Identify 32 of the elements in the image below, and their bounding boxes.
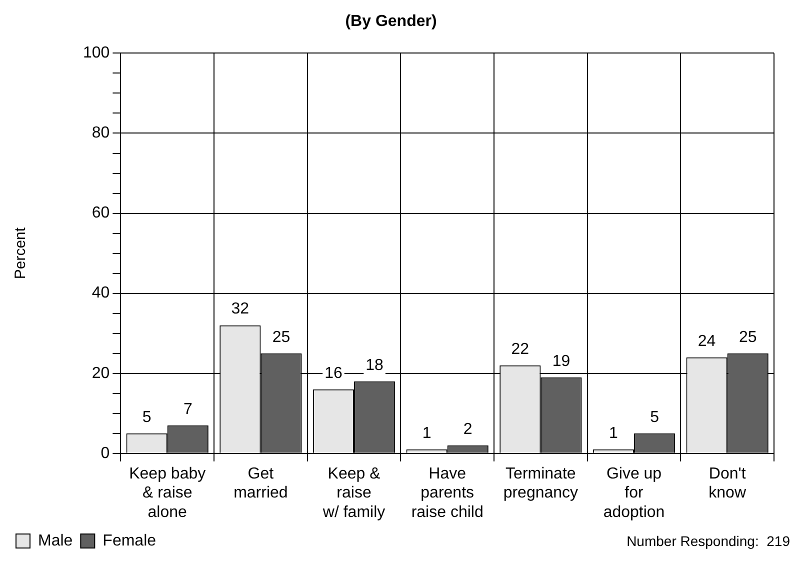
y-tick-label: 0 (100, 444, 110, 462)
y-tick-label: 60 (92, 204, 110, 222)
legend-label: Female (102, 532, 156, 550)
data-label: 19 (552, 352, 570, 370)
data-label: 25 (272, 328, 290, 346)
data-label: 2 (463, 420, 472, 438)
data-label: 25 (738, 328, 757, 346)
y-tick-label: 20 (92, 364, 110, 382)
y-tick-label: 80 (92, 124, 110, 142)
y-tick-label: 100 (82, 44, 110, 62)
data-label: 1 (422, 424, 432, 442)
data-label: 5 (650, 408, 660, 426)
data-label: 1 (609, 424, 618, 442)
y-axis-title: Percent (12, 226, 30, 280)
x-tick-label: Keep baby & raise alone (129, 465, 206, 521)
y-tick-label: 40 (92, 284, 110, 302)
chart-title: (By Gender) (345, 13, 437, 30)
data-label: 7 (183, 400, 192, 418)
data-label: 22 (511, 340, 530, 358)
x-tick-label: Terminate pregnancy (503, 465, 578, 502)
data-label: 24 (698, 332, 716, 350)
data-label: 32 (231, 300, 250, 318)
x-tick-label: Get married (234, 465, 288, 502)
text: Number Responding: 219 (626, 532, 790, 549)
legend-label: Male (38, 532, 73, 550)
x-tick-label: Don't know (708, 465, 746, 502)
data-label: 18 (366, 356, 384, 374)
data-label: 16 (324, 364, 342, 382)
x-tick-label: Have parents raise child (411, 465, 484, 521)
x-tick-label: Keep & raise w/ family (322, 465, 386, 521)
data-label: 5 (142, 408, 152, 426)
x-tick-label: Give up for adoption (603, 465, 665, 521)
